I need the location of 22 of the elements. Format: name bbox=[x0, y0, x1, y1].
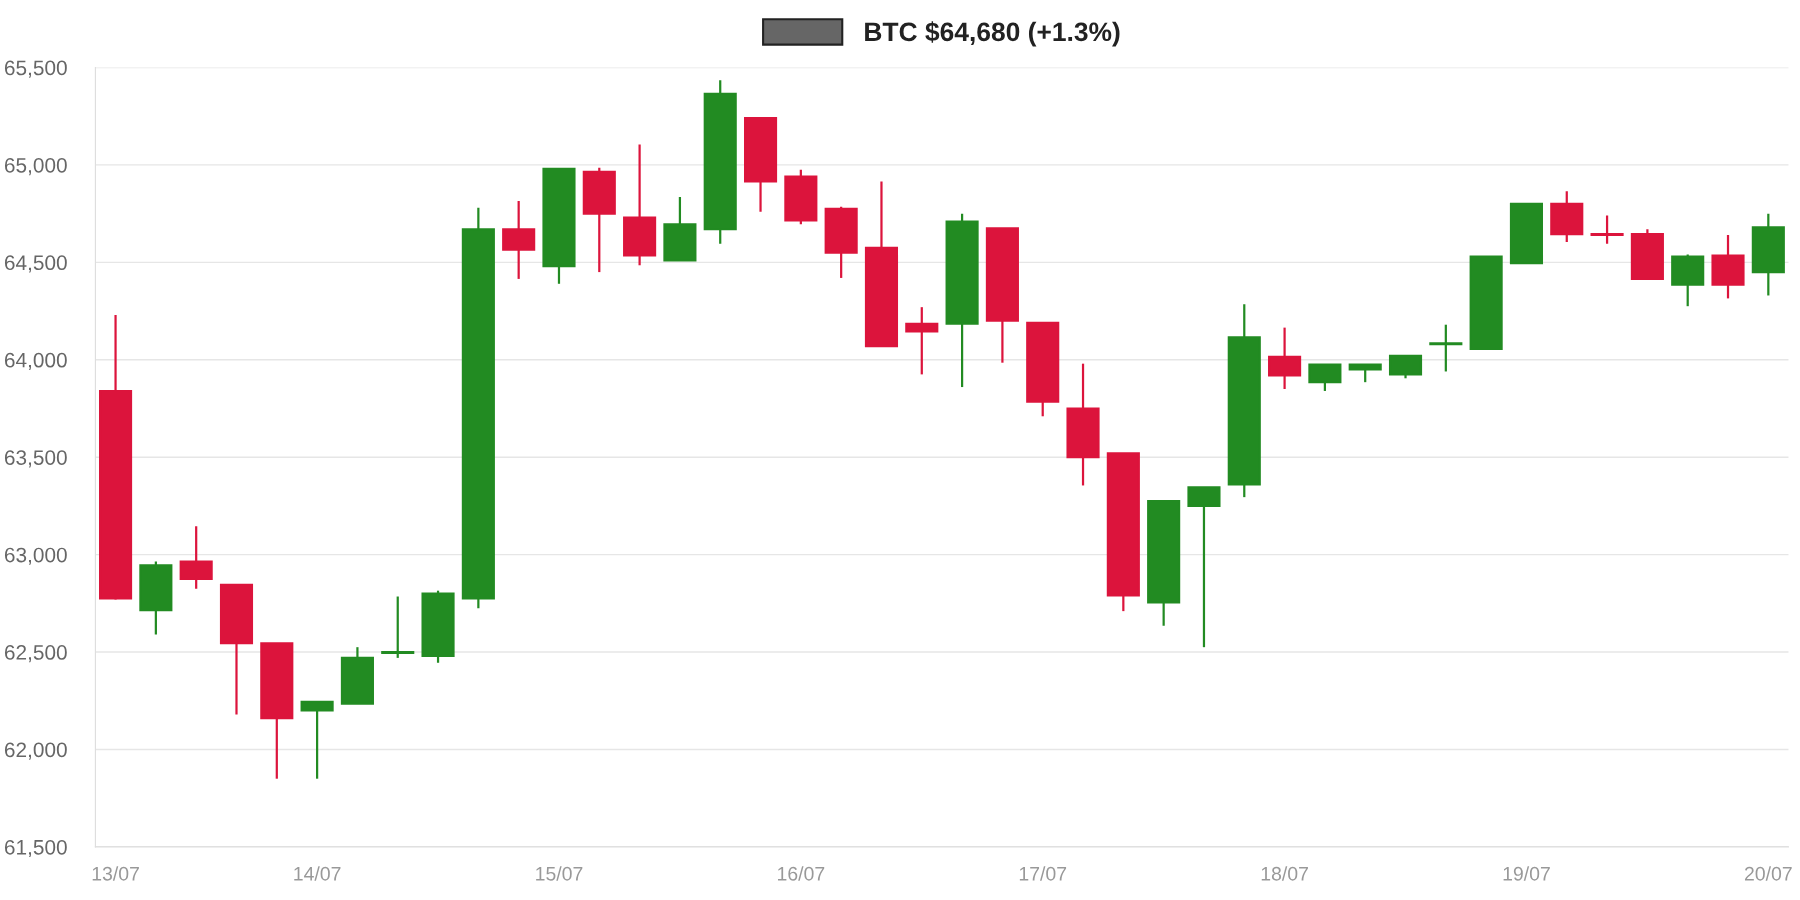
y-tick-label: 63,500 bbox=[4, 450, 67, 468]
candlestick bbox=[905, 306, 939, 376]
y-tick-label: 63,000 bbox=[4, 547, 67, 565]
y-tick-label: 62,000 bbox=[4, 742, 67, 760]
y-tick-label: 61,500 bbox=[4, 839, 67, 858]
candlestick bbox=[381, 595, 415, 660]
x-tick-label: 19/07 bbox=[1503, 866, 1550, 881]
y-tick-label: 65,500 bbox=[4, 60, 67, 78]
candlestick bbox=[1429, 323, 1463, 373]
x-tick-label: 17/07 bbox=[1019, 866, 1067, 881]
x-tick-label: 18/07 bbox=[1261, 866, 1308, 881]
y-tick-label: 64,000 bbox=[4, 352, 67, 370]
x-tick-label: 15/07 bbox=[536, 866, 583, 881]
y-tick-label: 65,000 bbox=[4, 157, 67, 176]
x-tick-label: 20/07 bbox=[1744, 866, 1792, 881]
x-tick-label: 16/07 bbox=[778, 866, 825, 881]
text: BTC $64,680 (+1.3%) bbox=[865, 21, 1120, 47]
y-tick-label: 64,500 bbox=[4, 255, 67, 273]
candlestick bbox=[1590, 214, 1624, 245]
x-tick-label: 13/07 bbox=[92, 866, 139, 881]
y-tick-label: 62,500 bbox=[4, 645, 67, 663]
x-tick-label: 14/07 bbox=[294, 866, 341, 881]
